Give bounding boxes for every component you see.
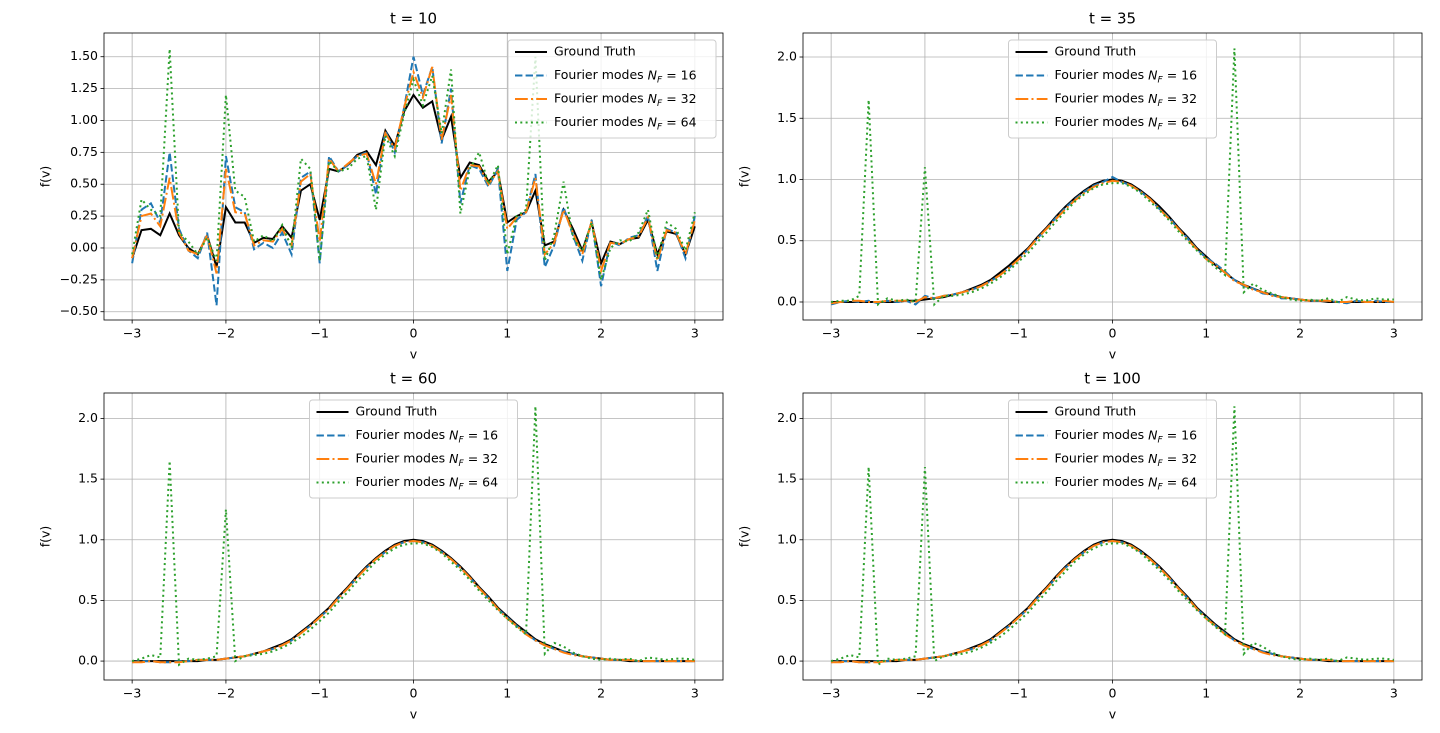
x-tick-label: 3	[1390, 686, 1398, 701]
x-tick-label: 1	[503, 326, 511, 341]
chart-title: t = 100	[1084, 370, 1141, 388]
chart-title: t = 35	[1089, 10, 1136, 28]
x-tick-label: −2	[217, 686, 235, 701]
y-tick-label: 0.5	[777, 232, 797, 247]
legend-label: Ground Truth	[356, 404, 438, 419]
axes-frame	[802, 392, 1423, 681]
x-tick-label: 0	[410, 686, 418, 701]
x-tick-label: −2	[217, 326, 235, 341]
x-axis-label: v	[1109, 347, 1117, 362]
x-tick-label: −1	[310, 686, 328, 701]
y-tick-label: 1.00	[70, 112, 98, 127]
y-tick-label: 1.5	[777, 471, 797, 486]
series-line	[132, 539, 695, 664]
y-tick-label: 0.5	[777, 592, 797, 607]
x-axis-label: v	[410, 347, 418, 362]
y-axis-label: f(v)	[38, 166, 53, 188]
y-axis-label: f(v)	[737, 526, 752, 548]
legend-box	[507, 39, 717, 139]
y-tick-label: 1.5	[777, 110, 797, 125]
y-tick-label: 0.75	[70, 144, 98, 159]
x-tick-label: 0	[1109, 686, 1117, 701]
x-tick-label: −3	[822, 326, 840, 341]
legend-box	[1008, 399, 1217, 499]
x-tick-label: 3	[691, 686, 699, 701]
series-line	[131, 56, 696, 306]
legend-box	[1008, 39, 1217, 139]
legend-label: Ground Truth	[1055, 404, 1137, 419]
x-tick-label: 1	[503, 686, 511, 701]
y-tick-label: 0.0	[777, 293, 797, 308]
x-tick-label: 2	[1296, 686, 1304, 701]
series-line	[131, 66, 696, 275]
y-tick-label: −0.50	[60, 303, 98, 318]
x-tick-label: −1	[1009, 686, 1027, 701]
axes-frame	[802, 32, 1423, 321]
y-tick-label: 1.0	[78, 531, 98, 546]
y-tick-label: 0.50	[70, 176, 98, 191]
x-tick-label: −2	[916, 326, 934, 341]
x-tick-label: −1	[310, 326, 328, 341]
legend-label: Ground Truth	[554, 44, 636, 59]
y-tick-label: 0.5	[78, 592, 98, 607]
subplot: −3 −2 −1 0 1 2 3 0.0 0.5 1.0 1.5 2.0 t = 60 v f(v) Grou…	[38, 370, 724, 722]
series-line	[131, 93, 696, 268]
series-line	[131, 49, 696, 281]
x-tick-label: −3	[822, 686, 840, 701]
legend-box	[309, 399, 518, 499]
x-tick-label: 2	[1296, 326, 1304, 341]
x-tick-label: 2	[597, 686, 605, 701]
subplot: −3 −2 −1 0 1 2 3 −0.50 −0.25 0.00 0.25 0.50 0.75 1.00…	[38, 10, 724, 362]
x-tick-label: 1	[1202, 686, 1210, 701]
y-tick-label: 1.0	[777, 171, 797, 186]
y-tick-label: 1.25	[70, 80, 98, 95]
y-tick-label: 0.25	[70, 208, 98, 223]
y-tick-label: 0.00	[70, 239, 98, 254]
axes-frame	[103, 392, 724, 681]
x-axis-label: v	[1109, 707, 1117, 722]
x-tick-label: 3	[1390, 326, 1398, 341]
y-tick-label: 1.50	[70, 48, 98, 63]
y-tick-label: 2.0	[777, 410, 797, 425]
series-line	[830, 406, 1394, 667]
series-line	[830, 175, 1394, 306]
y-tick-label: 0.0	[78, 653, 98, 668]
series-line	[831, 179, 1394, 305]
y-axis-label: f(v)	[38, 526, 53, 548]
legend-label: Ground Truth	[1055, 44, 1137, 59]
x-tick-label: 1	[1202, 326, 1210, 341]
legend-label: Fourier modes NF = 16	[554, 67, 697, 85]
subplot: −3 −2 −1 0 1 2 3 0.0 0.5 1.0 1.5 2.0 t = 100 v f(v) Gro…	[737, 370, 1423, 722]
y-axis-label: f(v)	[737, 166, 752, 188]
axes-frame	[103, 32, 724, 321]
y-tick-label: 2.0	[777, 49, 797, 64]
series-line	[831, 48, 1394, 307]
x-tick-label: 0	[1109, 326, 1117, 341]
subplot: −3 −2 −1 0 1 2 3 0.0 0.5 1.0 1.5 2.0 t = 35 v f(v) Grou…	[737, 10, 1423, 362]
x-tick-label: 0	[410, 326, 418, 341]
x-axis-label: v	[410, 707, 418, 722]
chart-title: t = 10	[390, 10, 437, 28]
y-tick-label: 0.0	[777, 653, 797, 668]
x-tick-label: 3	[691, 326, 699, 341]
y-tick-label: −0.25	[60, 271, 98, 286]
y-tick-label: 1.0	[777, 531, 797, 546]
y-tick-label: 2.0	[78, 410, 98, 425]
x-tick-label: −3	[123, 326, 141, 341]
y-tick-label: 1.5	[78, 471, 98, 486]
x-tick-label: −1	[1009, 326, 1027, 341]
chart-title: t = 60	[390, 370, 437, 388]
x-tick-label: −2	[916, 686, 934, 701]
x-tick-label: −3	[123, 686, 141, 701]
series-line	[831, 539, 1394, 664]
x-tick-label: 2	[597, 326, 605, 341]
